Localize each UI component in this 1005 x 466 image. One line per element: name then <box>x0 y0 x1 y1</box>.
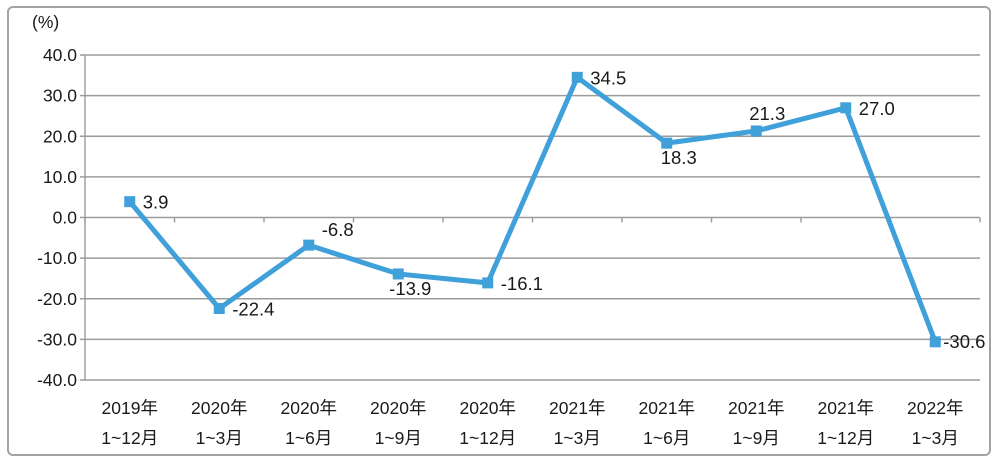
data-label: 34.5 <box>590 67 626 88</box>
x-tick-label-months: 1~12月 <box>817 428 874 448</box>
chart-border <box>7 6 991 456</box>
y-axis-unit-label: (%) <box>32 12 59 32</box>
x-tick-label-year: 2021年 <box>639 398 695 418</box>
data-point-marker <box>661 137 673 149</box>
y-tick-label: -40.0 <box>37 370 77 390</box>
data-point-marker <box>750 125 762 137</box>
data-label: 18.3 <box>661 147 697 168</box>
x-tick-label-months: 1~9月 <box>375 428 422 448</box>
data-label: -16.1 <box>501 273 543 294</box>
x-tick-label-months: 1~3月 <box>912 428 959 448</box>
x-tick-label-year: 2021年 <box>728 398 784 418</box>
data-point-marker <box>482 277 494 289</box>
y-tick-labels: 40.0 30.0 20.0 10.0 0.0 -10.0 -20.0 -30.0 -40.0 <box>37 45 77 390</box>
x-tick-labels: 2019年 1~12月 2020年 1~3月 2020年 1~6月 2020年 1~9月 202… <box>101 398 963 448</box>
x-tick-label-year: 2020年 <box>370 398 426 418</box>
x-tick-label-months: 1~6月 <box>285 428 332 448</box>
data-label: 27.0 <box>859 98 895 119</box>
y-tick-label: 40.0 <box>43 45 77 65</box>
data-label: -22.4 <box>232 299 274 320</box>
x-tick-label-year: 2020年 <box>460 398 516 418</box>
data-label: -30.6 <box>943 331 985 352</box>
x-tick-label-months: 1~3月 <box>196 428 243 448</box>
x-axis-ticks <box>84 217 981 223</box>
y-tick-label: 10.0 <box>43 167 77 187</box>
data-label: 3.9 <box>143 192 169 213</box>
data-point-marker <box>124 196 136 208</box>
y-tick-label: -20.0 <box>37 289 77 309</box>
x-tick-label-year: 2021年 <box>549 398 605 418</box>
y-tick-label: 0.0 <box>53 208 78 228</box>
data-point-markers <box>124 71 941 348</box>
data-point-marker <box>929 336 941 348</box>
y-tick-label: -30.0 <box>37 329 77 349</box>
data-point-marker <box>303 239 315 251</box>
unit-label: (%) <box>32 12 59 32</box>
data-labels: 3.9 -22.4 -6.8 -13.9 -16.1 34.5 18.3 21.3 27.0 -3… <box>143 67 986 351</box>
y-tick-label: -10.0 <box>37 248 77 268</box>
data-line <box>127 73 938 343</box>
x-tick-label-year: 2021年 <box>818 398 874 418</box>
x-tick-label-months: 1~9月 <box>733 428 780 448</box>
data-label: -13.9 <box>389 278 431 299</box>
x-tick-label-year: 2020年 <box>281 398 337 418</box>
x-tick-label-months: 1~3月 <box>554 428 601 448</box>
x-tick-label-year: 2019年 <box>102 398 158 418</box>
x-tick-label-months: 1~6月 <box>643 428 690 448</box>
x-tick-label-year: 2022年 <box>907 398 963 418</box>
data-point-marker <box>213 303 225 314</box>
x-tick-label-months: 1~12月 <box>101 428 158 448</box>
data-point-marker <box>840 102 852 114</box>
y-tick-label: 20.0 <box>43 126 77 146</box>
data-label: -6.8 <box>322 219 354 240</box>
data-label: 21.3 <box>749 103 785 124</box>
y-gridlines <box>80 54 980 381</box>
y-tick-label: 30.0 <box>43 86 77 106</box>
data-point-marker <box>392 268 404 280</box>
x-tick-label-year: 2020年 <box>191 398 247 418</box>
x-tick-label-months: 1~12月 <box>459 428 516 448</box>
data-point-marker <box>571 71 583 83</box>
